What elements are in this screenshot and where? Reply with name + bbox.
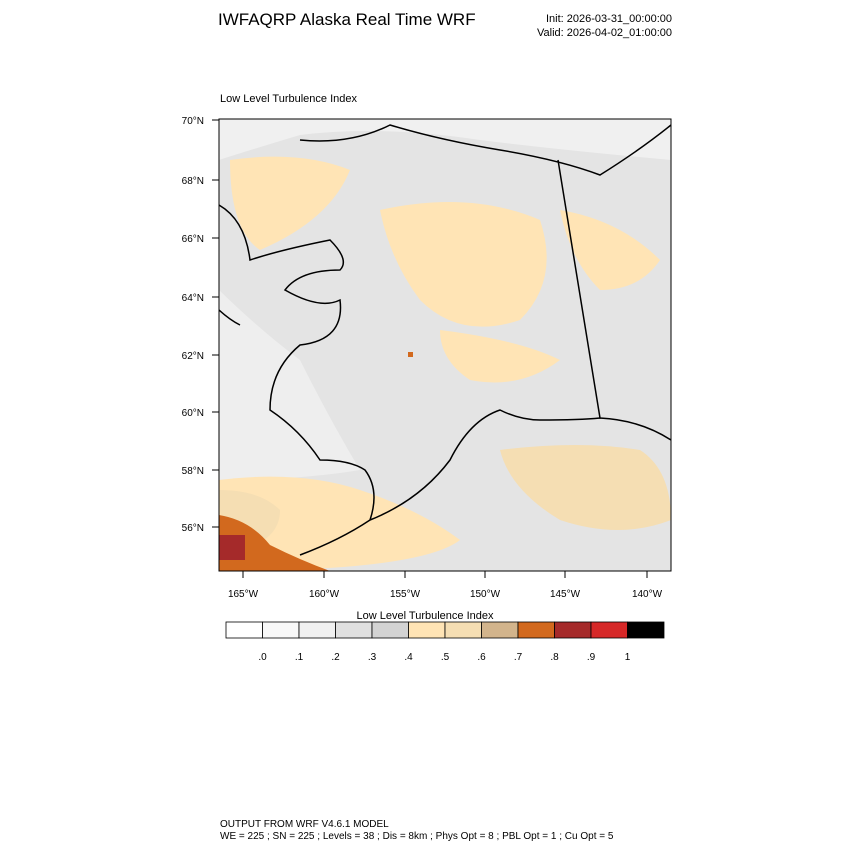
- colorbar-label: 1: [625, 652, 631, 663]
- colorbar-box: [408, 621, 446, 639]
- init-time: Init: 2026-03-31_00:00:00: [546, 13, 672, 25]
- colorbar-box: [554, 621, 592, 639]
- colorbar-box: [481, 621, 519, 639]
- colorbar-box: [335, 621, 373, 639]
- footer-line: WE = 225 ; SN = 225 ; Levels = 38 ; Dis …: [220, 831, 614, 842]
- lat-label: 70°N: [182, 116, 204, 127]
- colorbar-label: .9: [587, 652, 596, 663]
- lon-label: 150°W: [470, 589, 501, 600]
- lon-label: 165°W: [228, 589, 259, 600]
- lat-label: 64°N: [182, 293, 204, 304]
- colorbar-box: [627, 621, 665, 639]
- colorbar-box: [444, 621, 482, 639]
- lon-label: 160°W: [309, 589, 340, 600]
- map-title: Low Level Turbulence Index: [220, 93, 357, 105]
- valid-time: Valid: 2026-04-02_01:00:00: [537, 27, 672, 39]
- colorbar-label: .3: [368, 652, 377, 663]
- colorbar-box: [371, 621, 409, 639]
- lat-label: 66°N: [182, 234, 204, 245]
- lat-label: 58°N: [182, 466, 204, 477]
- colorbar-box: [517, 621, 555, 639]
- colorbar-box: [590, 621, 628, 639]
- colorbar-box: [298, 621, 336, 639]
- dynamic-layer: 70°N 68°N 66°N 64°N 62°N 60°N 58°N 56°N 165°W 160…: [182, 116, 665, 663]
- lat-label: 60°N: [182, 408, 204, 419]
- colorbar-label: .0: [258, 652, 267, 663]
- colorbar-label: .7: [514, 652, 523, 663]
- footer-line: OUTPUT FROM WRF V4.6.1 MODEL: [220, 819, 389, 830]
- map-field: [219, 119, 671, 571]
- colorbar-label: .6: [477, 652, 486, 663]
- lat-label: 68°N: [182, 176, 204, 187]
- lat-label: 56°N: [182, 523, 204, 534]
- colorbar-label: .4: [404, 652, 413, 663]
- colorbar-box: [225, 621, 263, 639]
- title: IWFAQRP Alaska Real Time WRF: [218, 10, 476, 29]
- lat-label: 62°N: [182, 351, 204, 362]
- lon-label: 155°W: [390, 589, 421, 600]
- map-frame: [218, 118, 672, 572]
- colorbar-label: .2: [331, 652, 340, 663]
- colorbar-label: .1: [295, 652, 304, 663]
- colorbar-label: .8: [550, 652, 559, 663]
- lon-label: 145°W: [550, 589, 581, 600]
- colorbar-box: [262, 621, 300, 639]
- colorbar-label: .5: [441, 652, 450, 663]
- lon-label: 140°W: [632, 589, 663, 600]
- colorbar-title: Low Level Turbulence Index: [357, 610, 494, 622]
